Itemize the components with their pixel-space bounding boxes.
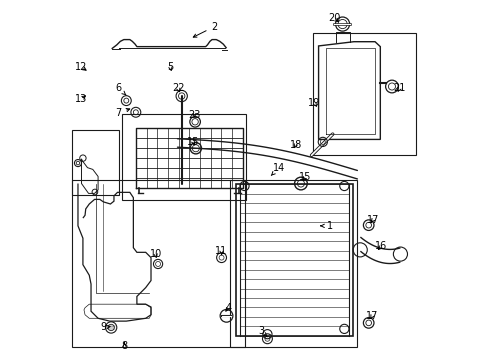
Bar — [71, 130, 119, 195]
Text: 3: 3 — [258, 326, 267, 337]
Text: 13: 13 — [75, 94, 87, 104]
Text: 15: 15 — [298, 172, 311, 182]
Bar — [71, 180, 244, 347]
Text: 17: 17 — [366, 311, 378, 321]
Text: 16: 16 — [374, 241, 386, 251]
Bar — [235, 184, 352, 336]
Text: 20: 20 — [327, 13, 340, 23]
Bar — [313, 33, 415, 155]
Text: 18: 18 — [289, 140, 301, 150]
Text: 5: 5 — [167, 62, 173, 72]
Bar — [230, 180, 356, 347]
Text: 15: 15 — [187, 137, 199, 147]
Text: 4: 4 — [225, 303, 231, 313]
Text: 22: 22 — [172, 83, 184, 93]
Text: 23: 23 — [188, 110, 200, 120]
Bar — [122, 114, 246, 201]
Text: 1: 1 — [320, 221, 332, 231]
Text: 17: 17 — [366, 215, 379, 225]
Text: 8: 8 — [121, 341, 127, 351]
Text: 9: 9 — [100, 323, 110, 333]
Text: 19: 19 — [307, 98, 320, 108]
Text: 2: 2 — [193, 22, 217, 37]
Text: 10: 10 — [149, 249, 162, 259]
Text: 11: 11 — [215, 246, 227, 256]
Text: 6: 6 — [115, 83, 126, 95]
Text: 21: 21 — [393, 83, 405, 93]
Text: 12: 12 — [75, 62, 87, 72]
Text: 7: 7 — [115, 108, 129, 118]
Text: 14: 14 — [271, 163, 285, 175]
